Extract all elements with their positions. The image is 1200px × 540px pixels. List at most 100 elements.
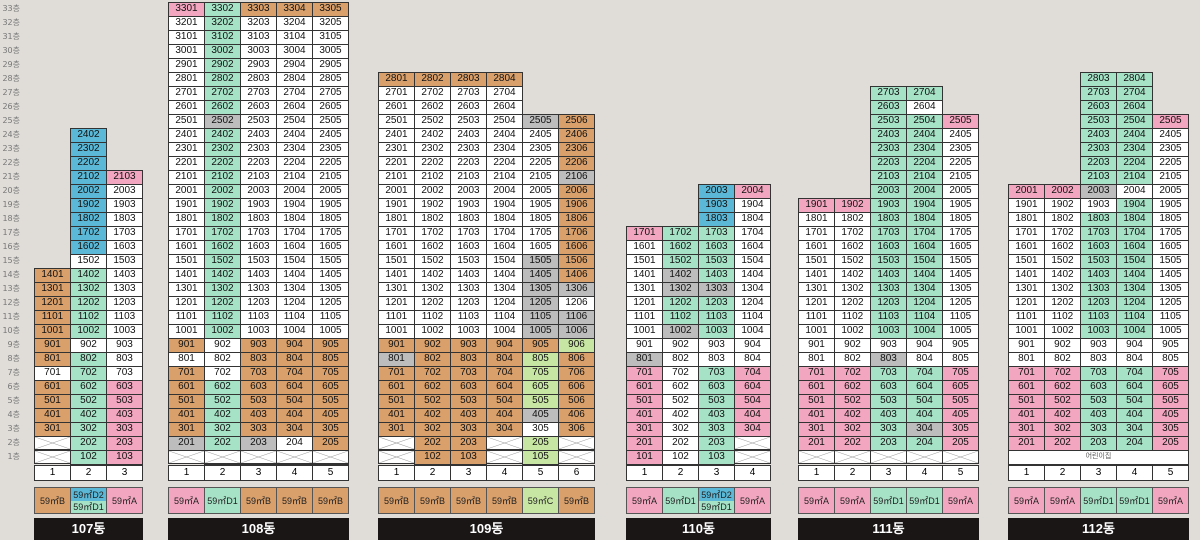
unit-cell: 202 xyxy=(204,436,241,451)
unit-cell: 1801 xyxy=(168,212,205,227)
unit-cell: 1804 xyxy=(486,212,523,227)
unit-cell: 3305 xyxy=(312,2,349,17)
unit-cell: 1703 xyxy=(450,226,487,241)
unit-cell: 1904 xyxy=(734,198,771,213)
empty-unit-cell xyxy=(276,450,313,464)
unit-cell: 304 xyxy=(906,422,943,437)
unit-cell: 306 xyxy=(558,422,595,437)
unit-cell: 2201 xyxy=(168,156,205,171)
unit-cell: 1105 xyxy=(1152,310,1189,325)
unit-cell: 1904 xyxy=(906,198,943,213)
unit-type-box: 59㎡A xyxy=(798,487,835,514)
unit-cell: 505 xyxy=(312,394,349,409)
unit-cell: 1604 xyxy=(486,240,523,255)
unit-cell: 1203 xyxy=(698,296,735,311)
unit-cell: 1801 xyxy=(1008,212,1045,227)
unit-cell: 1802 xyxy=(204,212,241,227)
unit-cell: 2103 xyxy=(870,170,907,185)
unit-cell: 302 xyxy=(204,422,241,437)
unit-cell: 1604 xyxy=(1116,240,1153,255)
unit-cell: 2605 xyxy=(312,100,349,115)
unit-cell: 1603 xyxy=(106,240,143,255)
unit-cell: 805 xyxy=(522,352,559,367)
unit-cell: 1903 xyxy=(106,198,143,213)
unit-cell: 2804 xyxy=(1116,72,1153,87)
unit-cell: 404 xyxy=(734,408,771,423)
unit-cell: 205 xyxy=(312,436,349,451)
unit-cell: 1701 xyxy=(626,226,663,241)
building-109동: 2801 2701 2601 2501 2401 2301 2201 2101 2001 1901… xyxy=(378,0,595,540)
unit-type-label: 59㎡B xyxy=(563,495,589,506)
unit-cell: 402 xyxy=(662,408,699,423)
unit-cell: 405 xyxy=(1152,408,1189,423)
unit-cell: 803 xyxy=(698,352,735,367)
unit-cell: 2003 xyxy=(870,184,907,199)
unit-cell: 501 xyxy=(798,394,835,409)
unit-cell: 1704 xyxy=(906,226,943,241)
unit-cell: 904 xyxy=(276,338,313,353)
floor-label: 16층 xyxy=(2,242,20,251)
unit-cell: 203 xyxy=(240,436,277,451)
unit-cell: 2203 xyxy=(1080,156,1117,171)
line-number: 2 xyxy=(662,465,699,481)
unit-cell: 2303 xyxy=(240,142,277,157)
unit-cell: 403 xyxy=(870,408,907,423)
unit-cell: 2503 xyxy=(1080,114,1117,129)
unit-cell: 501 xyxy=(626,394,663,409)
unit-cell: 301 xyxy=(626,422,663,437)
floor-label: 2층 xyxy=(7,438,20,447)
unit-cell: 1502 xyxy=(1044,254,1081,269)
unit-cell: 2603 xyxy=(240,100,277,115)
unit-cell: 3105 xyxy=(312,30,349,45)
unit-cell: 1902 xyxy=(204,198,241,213)
floor-label: 20층 xyxy=(2,186,20,195)
unit-cell: 1706 xyxy=(558,226,595,241)
unit-cell: 1502 xyxy=(204,254,241,269)
unit-type-box: 59㎡D1 xyxy=(906,487,943,514)
unit-cell: 604 xyxy=(276,380,313,395)
unit-cell: 2005 xyxy=(942,184,979,199)
unit-cell: 1101 xyxy=(798,310,835,325)
unit-cell: 2102 xyxy=(204,170,241,185)
unit-cell: 1903 xyxy=(240,198,277,213)
unit-cell: 1904 xyxy=(486,198,523,213)
unit-cell: 1301 xyxy=(34,282,71,297)
empty-unit-cell xyxy=(240,450,277,464)
unit-cell: 1005 xyxy=(1152,324,1189,339)
floor-label: 33층 xyxy=(2,4,20,13)
unit-cell: 805 xyxy=(942,352,979,367)
unit-cell: 602 xyxy=(834,380,871,395)
unit-cell: 1704 xyxy=(734,226,771,241)
unit-cell: 704 xyxy=(486,366,523,381)
unit-cell: 303 xyxy=(240,422,277,437)
unit-cell: 1503 xyxy=(870,254,907,269)
unit-cell: 2802 xyxy=(204,72,241,87)
unit-cell: 2803 xyxy=(450,72,487,87)
unit-cell: 1404 xyxy=(906,268,943,283)
unit-cell: 1901 xyxy=(798,198,835,213)
unit-cell: 3302 xyxy=(204,2,241,17)
unit-cell: 2005 xyxy=(1152,184,1189,199)
unit-type-label: 59㎡A xyxy=(947,495,973,506)
unit-cell: 706 xyxy=(558,366,595,381)
unit-cell: 3205 xyxy=(312,16,349,31)
unit-cell: 1705 xyxy=(1152,226,1189,241)
unit-type-box: 59㎡B xyxy=(558,487,595,514)
unit-cell: 2004 xyxy=(1116,184,1153,199)
unit-cell: 1903 xyxy=(1080,198,1117,213)
floor-label: 24층 xyxy=(2,130,20,139)
unit-cell: 2903 xyxy=(240,58,277,73)
unit-cell: 2202 xyxy=(414,156,451,171)
unit-cell: 1204 xyxy=(1116,296,1153,311)
unit-cell: 901 xyxy=(626,338,663,353)
unit-cell: 1403 xyxy=(870,268,907,283)
unit-cell: 201 xyxy=(798,436,835,451)
unit-cell: 201 xyxy=(626,436,663,451)
unit-cell: 1501 xyxy=(1008,254,1045,269)
floor-label: 10층 xyxy=(2,326,20,335)
unit-cell: 1002 xyxy=(662,324,699,339)
unit-cell: 602 xyxy=(70,380,107,395)
unit-type-box: 59㎡D1 xyxy=(662,487,699,514)
unit-cell: 901 xyxy=(1008,338,1045,353)
unit-cell: 1002 xyxy=(1044,324,1081,339)
